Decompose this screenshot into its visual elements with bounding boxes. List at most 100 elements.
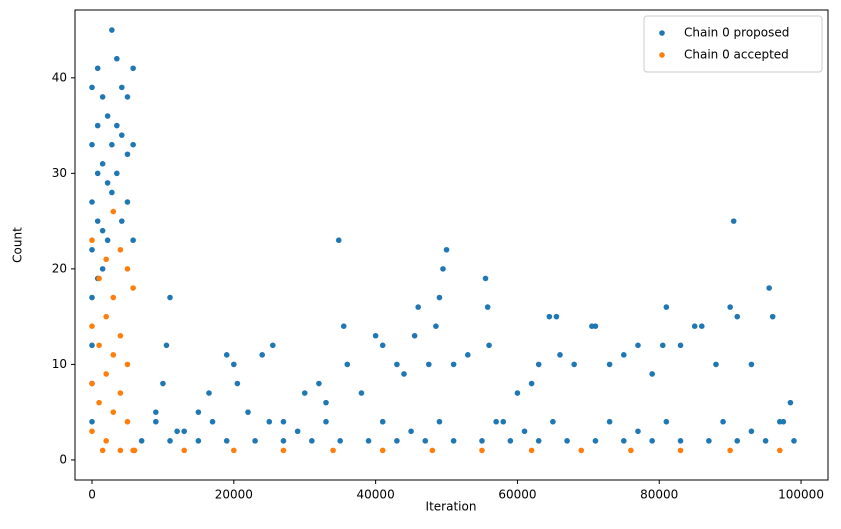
point (557, 352, 563, 358)
point (89, 141, 95, 148)
point (266, 418, 273, 425)
point (493, 418, 499, 425)
point (323, 418, 329, 425)
x-tick-label: 80000 (640, 488, 678, 502)
point (294, 428, 301, 435)
legend-label: Chain 0 proposed (684, 26, 789, 40)
point (635, 428, 641, 435)
point (521, 428, 528, 435)
point (787, 399, 794, 406)
point (89, 428, 95, 435)
point (130, 65, 136, 72)
point (103, 371, 109, 377)
point (394, 361, 400, 368)
point (659, 342, 666, 349)
point (677, 342, 684, 349)
point (103, 256, 109, 263)
point (99, 447, 106, 454)
point (131, 447, 138, 454)
point (766, 285, 772, 291)
x-tick-label: 100000 (778, 488, 824, 502)
point (94, 122, 101, 129)
point (436, 294, 443, 301)
point (730, 218, 737, 224)
point (323, 399, 329, 406)
x-tick-label: 60000 (498, 488, 536, 502)
y-axis-label: Count (11, 227, 25, 263)
point (223, 438, 230, 444)
point (89, 237, 95, 244)
point (245, 409, 251, 415)
point (104, 180, 111, 186)
point (130, 237, 136, 244)
point (89, 418, 95, 425)
point (99, 161, 106, 167)
point (167, 438, 173, 444)
point (309, 438, 315, 444)
point (365, 438, 372, 444)
point (486, 342, 492, 349)
point (89, 294, 95, 301)
point (117, 246, 124, 253)
point (429, 447, 436, 454)
point (124, 266, 131, 272)
point (546, 313, 553, 320)
point (698, 323, 705, 329)
point (118, 218, 125, 224)
point (553, 313, 560, 320)
point (138, 438, 145, 444)
point (358, 390, 365, 396)
y-tick-label: 20 (52, 261, 67, 275)
point (734, 438, 741, 444)
point (124, 151, 131, 158)
point (99, 94, 106, 100)
point (379, 418, 386, 425)
point (379, 447, 386, 454)
point (500, 418, 507, 425)
point (727, 304, 733, 310)
point (663, 304, 670, 310)
point (426, 361, 432, 368)
point (89, 84, 95, 91)
point (223, 352, 230, 358)
point (720, 418, 726, 425)
point (181, 428, 187, 435)
point (748, 361, 755, 368)
point (130, 285, 136, 291)
point (507, 438, 514, 444)
point (776, 418, 783, 425)
plot-frame (74, 9, 829, 481)
point (103, 438, 109, 444)
point (450, 361, 457, 368)
y-tick-label: 0 (59, 452, 67, 466)
point (649, 371, 655, 377)
point (713, 361, 719, 368)
x-tick-label: 0 (88, 488, 96, 502)
point (163, 342, 170, 349)
point (691, 323, 698, 329)
point (167, 294, 173, 301)
point (415, 304, 421, 310)
point (104, 113, 111, 119)
point (114, 55, 120, 62)
x-axis-label: Iteration (426, 500, 477, 514)
point (706, 438, 712, 444)
point (776, 447, 783, 454)
point (181, 447, 187, 454)
point (571, 361, 577, 368)
y-tick-label: 40 (52, 70, 67, 84)
point (330, 447, 336, 454)
point (535, 361, 542, 368)
point (337, 438, 343, 444)
point (110, 352, 117, 358)
point (436, 418, 443, 425)
point (89, 199, 95, 205)
point (259, 352, 265, 358)
point (94, 65, 101, 72)
point (195, 409, 202, 415)
point (592, 438, 599, 444)
point (606, 361, 613, 368)
point (620, 352, 627, 358)
point (118, 132, 125, 138)
point (117, 390, 124, 396)
